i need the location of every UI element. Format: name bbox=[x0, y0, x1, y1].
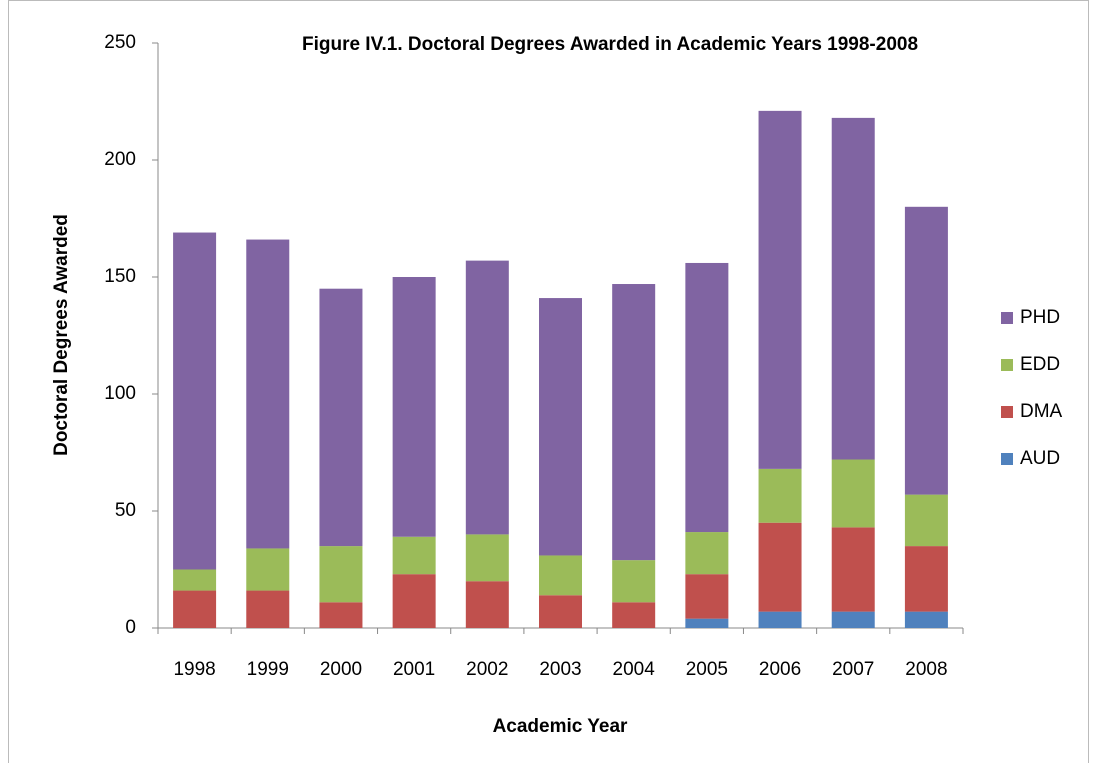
bar-segment bbox=[539, 555, 582, 596]
bar-segment bbox=[539, 298, 582, 556]
bar-segment bbox=[173, 232, 217, 570]
bar-segment bbox=[392, 277, 436, 537]
y-tick-label: 0 bbox=[125, 617, 136, 638]
bar-segment bbox=[319, 602, 363, 628]
x-tick-label: 2006 bbox=[759, 659, 801, 680]
y-tick-label: 200 bbox=[104, 149, 136, 170]
legend-swatch bbox=[1001, 312, 1013, 324]
bar-segment bbox=[465, 581, 509, 628]
x-axis-label: Academic Year bbox=[493, 716, 628, 737]
bar-segment bbox=[612, 602, 656, 628]
x-tick-label: 1998 bbox=[173, 659, 215, 680]
bar-segment bbox=[612, 284, 656, 561]
chart-title: Figure IV.1. Doctoral Degrees Awarded in… bbox=[302, 34, 918, 55]
bar-segment bbox=[465, 534, 509, 582]
bar-segment bbox=[831, 459, 875, 528]
bar-segment bbox=[319, 288, 363, 547]
y-tick-label: 100 bbox=[104, 383, 136, 404]
x-tick-label: 2005 bbox=[686, 659, 728, 680]
bar-segment bbox=[685, 532, 729, 575]
x-tick-label: 1999 bbox=[247, 659, 289, 680]
y-tick-label: 250 bbox=[104, 32, 136, 53]
x-tick-label: 2007 bbox=[832, 659, 874, 680]
legend-swatch bbox=[1001, 359, 1013, 371]
bar-segment bbox=[465, 260, 509, 535]
bar-segment bbox=[904, 611, 948, 628]
y-axis-label: Doctoral Degrees Awarded bbox=[51, 214, 72, 456]
x-tick-label: 2008 bbox=[905, 659, 947, 680]
legend-label: EDD bbox=[1020, 354, 1060, 375]
bar-segment bbox=[758, 522, 802, 612]
x-tick-label: 2001 bbox=[393, 659, 435, 680]
bar-segment bbox=[539, 595, 582, 628]
x-tick-label: 2004 bbox=[613, 659, 656, 680]
bar-segment bbox=[685, 574, 729, 619]
bar-segment bbox=[685, 618, 729, 628]
legend-swatch bbox=[1001, 453, 1013, 465]
bar-segment bbox=[758, 611, 802, 628]
bar-segment bbox=[831, 117, 875, 460]
chart-border bbox=[8, 0, 1089, 763]
x-tick-label: 2002 bbox=[466, 659, 508, 680]
y-tick-label: 50 bbox=[115, 500, 136, 521]
bar-segment bbox=[246, 590, 290, 628]
bar-segment bbox=[319, 546, 363, 603]
bar-segment bbox=[904, 546, 948, 612]
legend-label: PHD bbox=[1020, 307, 1060, 328]
bar-segment bbox=[392, 574, 436, 628]
bar-segment bbox=[758, 110, 802, 469]
bar-segment bbox=[246, 548, 290, 591]
legend-label: AUD bbox=[1020, 448, 1060, 469]
legend-swatch bbox=[1001, 406, 1013, 418]
bar-segment bbox=[904, 494, 948, 547]
bar-segment bbox=[831, 611, 875, 628]
legend-label: DMA bbox=[1020, 401, 1063, 422]
bar-segment bbox=[904, 206, 948, 495]
bar-segment bbox=[392, 536, 436, 575]
x-tick-label: 2000 bbox=[320, 659, 362, 680]
bar-segment bbox=[685, 262, 729, 533]
y-tick-label: 150 bbox=[104, 266, 136, 287]
bar-segment bbox=[758, 468, 802, 523]
bar-segment bbox=[831, 527, 875, 612]
bar-segment bbox=[612, 560, 656, 603]
bar-segment bbox=[173, 590, 217, 628]
bar-segment bbox=[173, 569, 217, 591]
x-tick-label: 2003 bbox=[539, 659, 581, 680]
bar-segment bbox=[246, 239, 290, 549]
